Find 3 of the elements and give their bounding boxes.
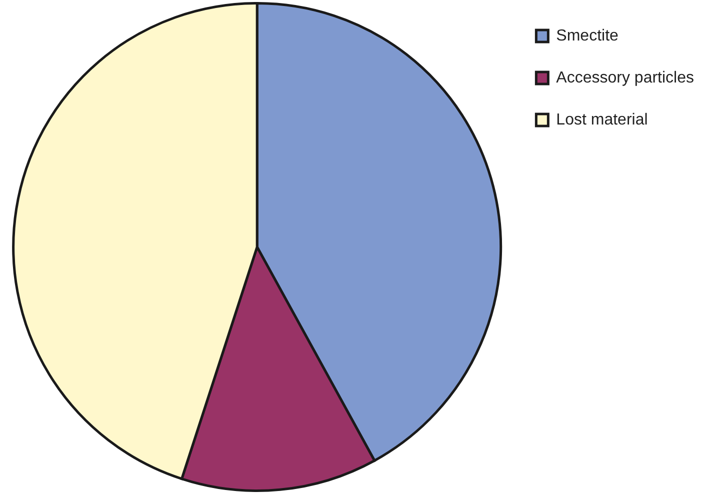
legend-label: Lost material	[556, 111, 648, 128]
legend-label: Smectite	[556, 27, 619, 44]
legend-label: Accessory particles	[556, 69, 694, 86]
